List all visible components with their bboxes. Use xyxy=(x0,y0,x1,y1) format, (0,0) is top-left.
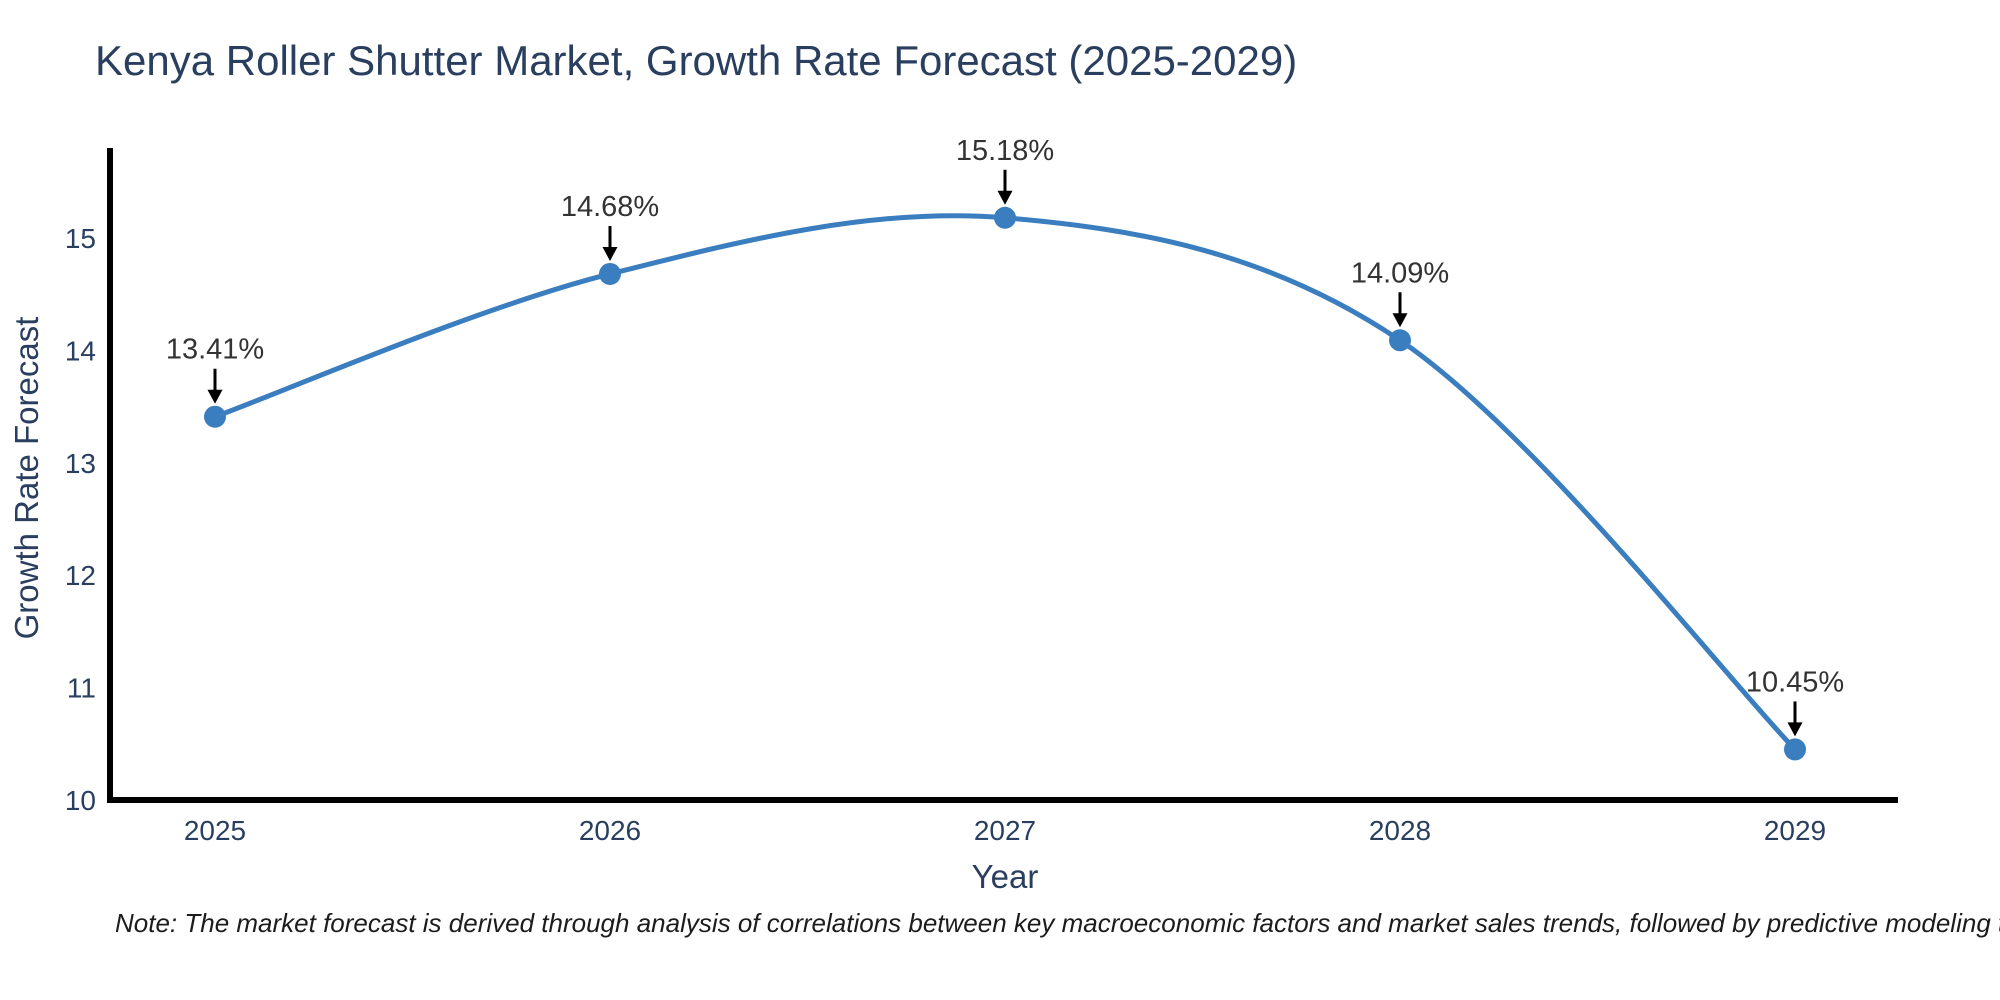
data-point-marker xyxy=(994,206,1016,229)
data-point-marker xyxy=(1784,738,1806,761)
data-point-label: 13.41% xyxy=(166,334,264,366)
chart-title: Kenya Roller Shutter Market, Growth Rate… xyxy=(95,37,1298,84)
y-tick-label: 13 xyxy=(65,448,96,479)
y-tick-label: 11 xyxy=(67,673,96,704)
x-axis-title: Year xyxy=(972,858,1039,895)
data-point-marker xyxy=(1389,329,1411,352)
x-tick-label: 2027 xyxy=(974,815,1036,846)
x-tick-label: 2025 xyxy=(184,815,246,846)
annotation-arrowhead xyxy=(602,246,618,261)
annotation-arrowhead xyxy=(1787,722,1803,737)
chart-footnote: Note: The market forecast is derived thr… xyxy=(115,908,2000,938)
data-point-label: 10.45% xyxy=(1746,666,1844,698)
y-axis-title: Growth Rate Forecast xyxy=(8,317,45,640)
annotation-arrowhead xyxy=(997,190,1013,205)
x-tick-label: 2026 xyxy=(579,815,641,846)
data-point-label: 14.09% xyxy=(1351,257,1449,289)
y-tick-label: 15 xyxy=(65,223,96,254)
data-point-marker xyxy=(599,262,621,285)
y-tick-label: 14 xyxy=(65,335,96,366)
forecast-line xyxy=(212,213,1798,752)
x-tick-label: 2029 xyxy=(1764,815,1826,846)
data-point-label: 14.68% xyxy=(561,191,659,223)
x-tick-label: 2028 xyxy=(1369,815,1431,846)
data-point-marker xyxy=(204,405,226,428)
y-tick-label: 10 xyxy=(65,785,96,816)
data-point-label: 15.18% xyxy=(956,135,1054,167)
annotation-arrowhead xyxy=(1392,313,1408,328)
annotation-arrowhead xyxy=(207,389,223,404)
y-tick-label: 12 xyxy=(65,560,96,591)
